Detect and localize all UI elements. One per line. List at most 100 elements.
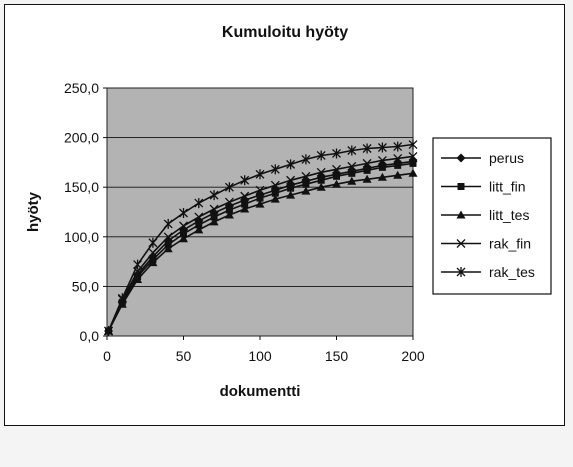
data-point	[117, 293, 127, 304]
legend-item-litt_fin: litt_fin	[441, 179, 526, 195]
data-point	[240, 175, 250, 186]
data-point	[347, 145, 357, 156]
data-point	[194, 212, 204, 222]
data-point	[148, 248, 158, 258]
data-point	[316, 167, 326, 177]
data-point	[347, 161, 357, 171]
data-point	[209, 190, 219, 201]
legend-item-rak_tes: rak_tes	[441, 264, 535, 280]
data-point	[408, 168, 418, 177]
data-point	[148, 237, 158, 248]
data-point	[362, 174, 372, 183]
data-point	[194, 198, 204, 209]
x-tick-label: 200	[401, 348, 425, 364]
x-tick-label: 0	[103, 348, 111, 364]
legend-marker	[456, 153, 466, 163]
y-tick-label: 100,0	[64, 229, 99, 245]
data-point	[408, 139, 418, 150]
data-point	[133, 259, 143, 270]
data-point	[348, 169, 356, 177]
data-point	[179, 207, 188, 218]
data-point	[362, 143, 372, 154]
y-tick-label: 200,0	[64, 130, 99, 146]
legend-entries: perus litt_fin litt_tes rak_fin rak_tes	[441, 150, 535, 280]
data-point	[377, 142, 387, 153]
data-point	[255, 169, 265, 180]
data-point	[301, 186, 311, 195]
data-point	[317, 176, 325, 184]
x-tick-label: 100	[248, 348, 272, 364]
data-point	[240, 204, 250, 213]
legend-label: rak_fin	[489, 236, 531, 252]
data-point	[363, 166, 371, 174]
data-point	[316, 150, 326, 161]
legend-item-litt_tes: litt_tes	[441, 207, 529, 223]
data-point	[133, 274, 143, 283]
data-point	[163, 232, 173, 242]
series-rak_fin	[104, 151, 418, 336]
data-point	[377, 172, 387, 181]
data-point	[286, 190, 296, 199]
data-point	[393, 141, 403, 152]
data-point	[210, 213, 218, 221]
data-point	[332, 179, 341, 188]
data-point	[179, 221, 188, 231]
x-tick-label: 150	[325, 348, 349, 364]
data-point	[333, 172, 340, 180]
data-point	[224, 210, 234, 219]
legend-label: rak_tes	[489, 264, 535, 280]
data-point	[241, 200, 249, 208]
data-point	[271, 189, 279, 197]
data-point	[408, 151, 418, 161]
data-point	[104, 326, 113, 337]
data-point	[378, 163, 386, 171]
data-point	[256, 194, 264, 202]
y-axis-title: hyöty	[25, 191, 42, 232]
legend-marker	[456, 210, 466, 219]
legend-marker	[456, 239, 466, 248]
data-point	[394, 161, 402, 169]
y-tick-label: 50,0	[72, 278, 99, 294]
data-point	[286, 159, 296, 170]
data-point	[393, 153, 403, 163]
data-point	[286, 175, 296, 185]
data-point	[316, 182, 326, 191]
plot-area	[106, 87, 414, 337]
data-point	[270, 180, 280, 190]
data-point	[209, 204, 219, 214]
legend-label: litt_fin	[489, 179, 526, 195]
legend-label: perus	[489, 150, 524, 166]
data-point	[224, 197, 234, 207]
legend	[432, 137, 552, 295]
data-point	[287, 184, 295, 192]
data-point	[270, 194, 280, 203]
data-point	[224, 182, 234, 193]
y-tick-label: 250,0	[64, 80, 99, 96]
data-point	[195, 221, 203, 229]
data-point	[332, 164, 341, 174]
x-axis-ticks: 0 50 100 150 200	[103, 336, 425, 364]
data-point	[179, 234, 188, 243]
data-point	[409, 159, 417, 167]
data-point	[255, 199, 265, 208]
x-axis-title: dokumentti	[220, 383, 301, 400]
series-rak_tes	[104, 139, 418, 337]
legend-item-rak_fin: rak_fin	[441, 236, 531, 252]
y-tick-label: 150,0	[64, 179, 99, 195]
data-point	[362, 158, 372, 168]
data-point	[225, 206, 233, 214]
data-point	[347, 176, 357, 185]
legend-marker	[456, 267, 466, 277]
data-point	[194, 225, 204, 234]
data-point	[393, 170, 403, 179]
y-tick-label: 0,0	[80, 328, 100, 344]
data-point	[163, 244, 173, 253]
y-axis-ticks: 0,0 50,0 100,0 150,0 200,0 250,0	[64, 80, 107, 344]
data-point	[301, 154, 311, 165]
data-point	[255, 185, 265, 195]
data-point	[240, 191, 250, 201]
series-litt_tes	[104, 168, 418, 335]
chart-title: Kumuloitu hyöty	[222, 24, 348, 41]
data-point	[301, 171, 311, 181]
